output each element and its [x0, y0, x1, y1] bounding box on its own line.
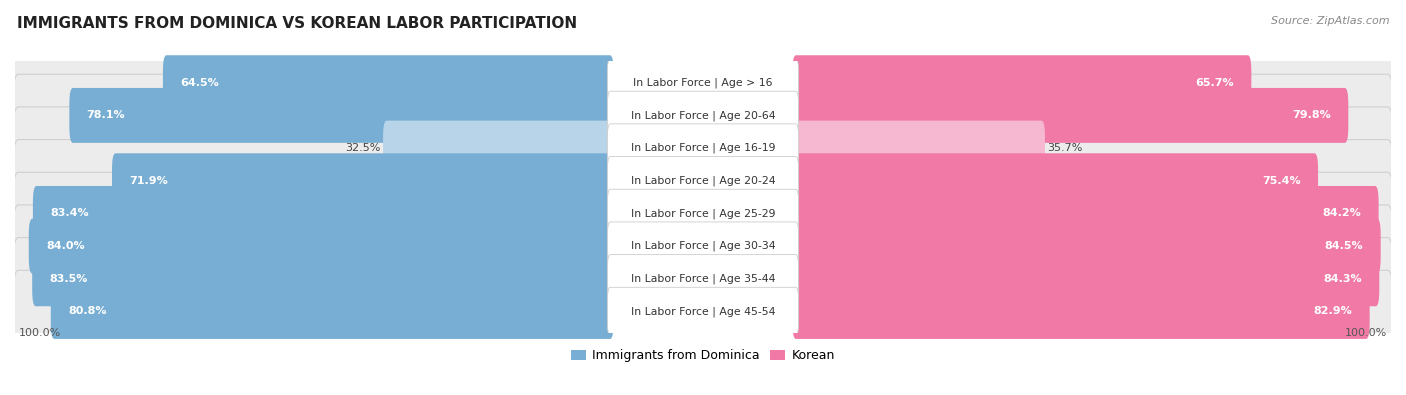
Text: 71.9%: 71.9% [129, 176, 167, 186]
FancyBboxPatch shape [607, 255, 799, 303]
Legend: Immigrants from Dominica, Korean: Immigrants from Dominica, Korean [567, 344, 839, 367]
FancyBboxPatch shape [13, 205, 1393, 287]
Text: IMMIGRANTS FROM DOMINICA VS KOREAN LABOR PARTICIPATION: IMMIGRANTS FROM DOMINICA VS KOREAN LABOR… [17, 16, 576, 31]
FancyBboxPatch shape [13, 41, 1393, 124]
FancyBboxPatch shape [112, 153, 613, 208]
FancyBboxPatch shape [13, 238, 1393, 320]
FancyBboxPatch shape [13, 172, 1393, 255]
Text: 100.0%: 100.0% [18, 328, 60, 338]
FancyBboxPatch shape [793, 186, 1379, 241]
Text: 82.9%: 82.9% [1313, 307, 1353, 316]
Text: In Labor Force | Age 35-44: In Labor Force | Age 35-44 [631, 274, 775, 284]
Text: In Labor Force | Age 30-34: In Labor Force | Age 30-34 [631, 241, 775, 251]
FancyBboxPatch shape [32, 186, 613, 241]
FancyBboxPatch shape [793, 55, 1251, 110]
FancyBboxPatch shape [13, 270, 1393, 353]
FancyBboxPatch shape [163, 55, 613, 110]
Text: In Labor Force | Age 20-64: In Labor Force | Age 20-64 [631, 110, 775, 120]
FancyBboxPatch shape [793, 153, 1317, 208]
FancyBboxPatch shape [793, 88, 1348, 143]
FancyBboxPatch shape [32, 251, 613, 306]
FancyBboxPatch shape [607, 287, 799, 336]
FancyBboxPatch shape [793, 120, 1045, 175]
FancyBboxPatch shape [607, 222, 799, 270]
FancyBboxPatch shape [13, 107, 1393, 189]
FancyBboxPatch shape [607, 91, 799, 139]
Text: 32.5%: 32.5% [346, 143, 381, 153]
Text: In Labor Force | Age > 16: In Labor Force | Age > 16 [633, 77, 773, 88]
Text: 84.0%: 84.0% [46, 241, 84, 251]
FancyBboxPatch shape [793, 284, 1369, 339]
Text: 65.7%: 65.7% [1195, 78, 1234, 88]
Text: In Labor Force | Age 16-19: In Labor Force | Age 16-19 [631, 143, 775, 153]
FancyBboxPatch shape [607, 58, 799, 107]
Text: 83.5%: 83.5% [49, 274, 87, 284]
Text: 75.4%: 75.4% [1263, 176, 1301, 186]
FancyBboxPatch shape [607, 124, 799, 172]
Text: 78.1%: 78.1% [87, 110, 125, 120]
Text: In Labor Force | Age 20-24: In Labor Force | Age 20-24 [631, 175, 775, 186]
Text: 84.2%: 84.2% [1323, 209, 1361, 218]
FancyBboxPatch shape [13, 74, 1393, 156]
FancyBboxPatch shape [607, 189, 799, 238]
Text: In Labor Force | Age 45-54: In Labor Force | Age 45-54 [631, 306, 775, 317]
FancyBboxPatch shape [69, 88, 613, 143]
Text: 84.5%: 84.5% [1324, 241, 1364, 251]
Text: 80.8%: 80.8% [67, 307, 107, 316]
FancyBboxPatch shape [793, 251, 1379, 306]
Text: 100.0%: 100.0% [1346, 328, 1388, 338]
FancyBboxPatch shape [793, 219, 1381, 274]
Text: 84.3%: 84.3% [1323, 274, 1362, 284]
FancyBboxPatch shape [28, 219, 613, 274]
Text: 64.5%: 64.5% [180, 78, 219, 88]
FancyBboxPatch shape [51, 284, 613, 339]
Text: In Labor Force | Age 25-29: In Labor Force | Age 25-29 [631, 208, 775, 219]
FancyBboxPatch shape [607, 156, 799, 205]
Text: 83.4%: 83.4% [51, 209, 89, 218]
Text: 35.7%: 35.7% [1047, 143, 1083, 153]
FancyBboxPatch shape [382, 120, 613, 175]
Text: Source: ZipAtlas.com: Source: ZipAtlas.com [1271, 16, 1389, 26]
Text: 79.8%: 79.8% [1292, 110, 1331, 120]
FancyBboxPatch shape [13, 139, 1393, 222]
